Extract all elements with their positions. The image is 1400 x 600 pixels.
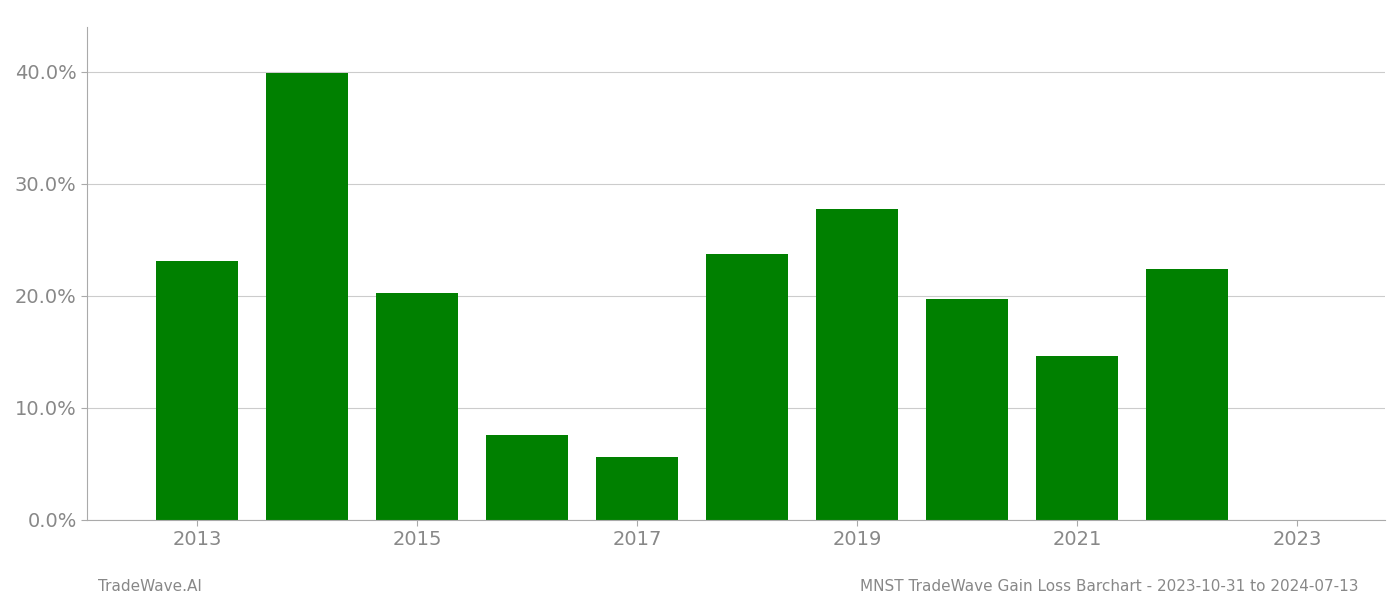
Bar [375, 293, 458, 520]
Bar [155, 261, 238, 520]
Bar [596, 457, 679, 520]
Text: TradeWave.AI: TradeWave.AI [98, 579, 202, 594]
Bar [706, 254, 788, 520]
Bar [266, 73, 349, 520]
Text: MNST TradeWave Gain Loss Barchart - 2023-10-31 to 2024-07-13: MNST TradeWave Gain Loss Barchart - 2023… [860, 579, 1358, 594]
Bar [816, 209, 899, 520]
Bar [1036, 356, 1119, 520]
Bar [925, 299, 1008, 520]
Bar [486, 434, 568, 520]
Bar [1145, 269, 1228, 520]
